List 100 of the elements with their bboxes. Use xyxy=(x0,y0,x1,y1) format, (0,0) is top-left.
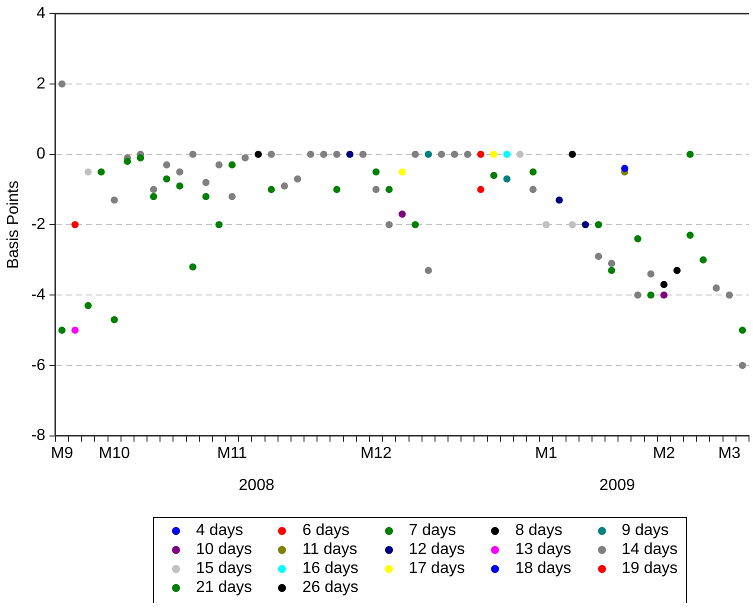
point xyxy=(398,210,406,218)
legend-label: 12 days xyxy=(408,541,465,559)
point xyxy=(738,362,746,370)
point xyxy=(490,150,498,158)
point xyxy=(124,158,131,165)
legend-label: 14 days xyxy=(622,541,678,559)
point xyxy=(84,302,92,310)
point xyxy=(372,168,380,176)
point xyxy=(503,175,511,183)
point xyxy=(254,150,262,158)
point xyxy=(660,291,668,299)
point xyxy=(608,260,616,267)
point xyxy=(412,221,419,228)
text: 2008 xyxy=(238,477,274,494)
point xyxy=(268,150,275,158)
legend-label: 21 days xyxy=(196,579,252,597)
point xyxy=(529,168,537,176)
point xyxy=(110,196,118,204)
point xyxy=(228,161,236,168)
point xyxy=(700,256,707,264)
legend-label: 26 days xyxy=(302,579,358,597)
point xyxy=(228,192,236,200)
point xyxy=(450,150,458,158)
legend-label: 7 days xyxy=(408,522,456,540)
point xyxy=(58,80,66,88)
x-tick-label: M1 xyxy=(535,444,558,462)
legend-label: 8 days xyxy=(515,522,562,540)
point xyxy=(556,196,563,204)
y-tick-label: -2 xyxy=(31,216,46,234)
point xyxy=(163,175,170,183)
point xyxy=(215,221,223,228)
x-tick-label: M9 xyxy=(50,444,74,462)
point xyxy=(372,186,380,194)
text: 2009 xyxy=(599,477,636,494)
x-tick-label: M12 xyxy=(360,444,392,462)
point xyxy=(490,172,498,180)
point xyxy=(307,150,314,158)
point xyxy=(110,316,118,324)
point xyxy=(634,291,642,299)
point xyxy=(621,164,628,172)
legend-label: 15 days xyxy=(196,560,252,578)
legend-label: 18 days xyxy=(515,560,572,578)
legend-label: 11 days xyxy=(302,541,358,559)
point xyxy=(202,192,210,200)
y-tick-label: -8 xyxy=(31,427,46,444)
point xyxy=(647,291,654,299)
point xyxy=(412,150,419,158)
point xyxy=(660,280,668,288)
legend-label: 6 days xyxy=(302,522,350,540)
point xyxy=(333,150,340,158)
point xyxy=(738,326,746,334)
point xyxy=(424,266,432,274)
point xyxy=(242,154,249,162)
point xyxy=(594,221,602,228)
point xyxy=(202,178,210,186)
point xyxy=(136,154,144,162)
point xyxy=(320,150,328,158)
point xyxy=(686,232,694,239)
y-tick-label: 4 xyxy=(36,5,46,22)
y-tick-label: 0 xyxy=(36,146,46,163)
point xyxy=(568,221,576,228)
point xyxy=(163,161,170,168)
point xyxy=(477,150,484,158)
point xyxy=(726,291,733,299)
point xyxy=(424,150,432,158)
point xyxy=(568,150,576,158)
point xyxy=(686,150,694,158)
point xyxy=(189,263,196,271)
legend-label: 4 days xyxy=(196,522,244,540)
point xyxy=(386,221,393,228)
point xyxy=(529,186,537,194)
point xyxy=(464,150,472,158)
point xyxy=(189,150,196,158)
legend-label: 9 days xyxy=(622,522,669,540)
point xyxy=(634,235,642,242)
x-tick-label: M3 xyxy=(718,444,741,462)
point xyxy=(594,252,602,260)
legend-label: 17 days xyxy=(408,560,465,578)
point xyxy=(58,326,66,334)
point xyxy=(647,270,654,278)
point xyxy=(438,150,446,158)
point xyxy=(608,266,616,274)
point xyxy=(294,175,302,183)
point xyxy=(582,221,590,228)
y-tick-label: 2 xyxy=(36,75,46,92)
point xyxy=(503,150,511,158)
legend-label: 13 days xyxy=(515,541,572,559)
point xyxy=(176,168,184,176)
point xyxy=(346,150,354,158)
point xyxy=(386,186,393,194)
point xyxy=(712,284,720,292)
legend-label: 16 days xyxy=(302,560,358,578)
legend-label: 10 days xyxy=(196,541,252,559)
point xyxy=(359,150,367,158)
point xyxy=(176,182,184,190)
point xyxy=(542,221,550,228)
point xyxy=(268,186,275,194)
point xyxy=(84,168,92,176)
point xyxy=(150,186,158,194)
y-tick-label: -6 xyxy=(31,356,46,374)
